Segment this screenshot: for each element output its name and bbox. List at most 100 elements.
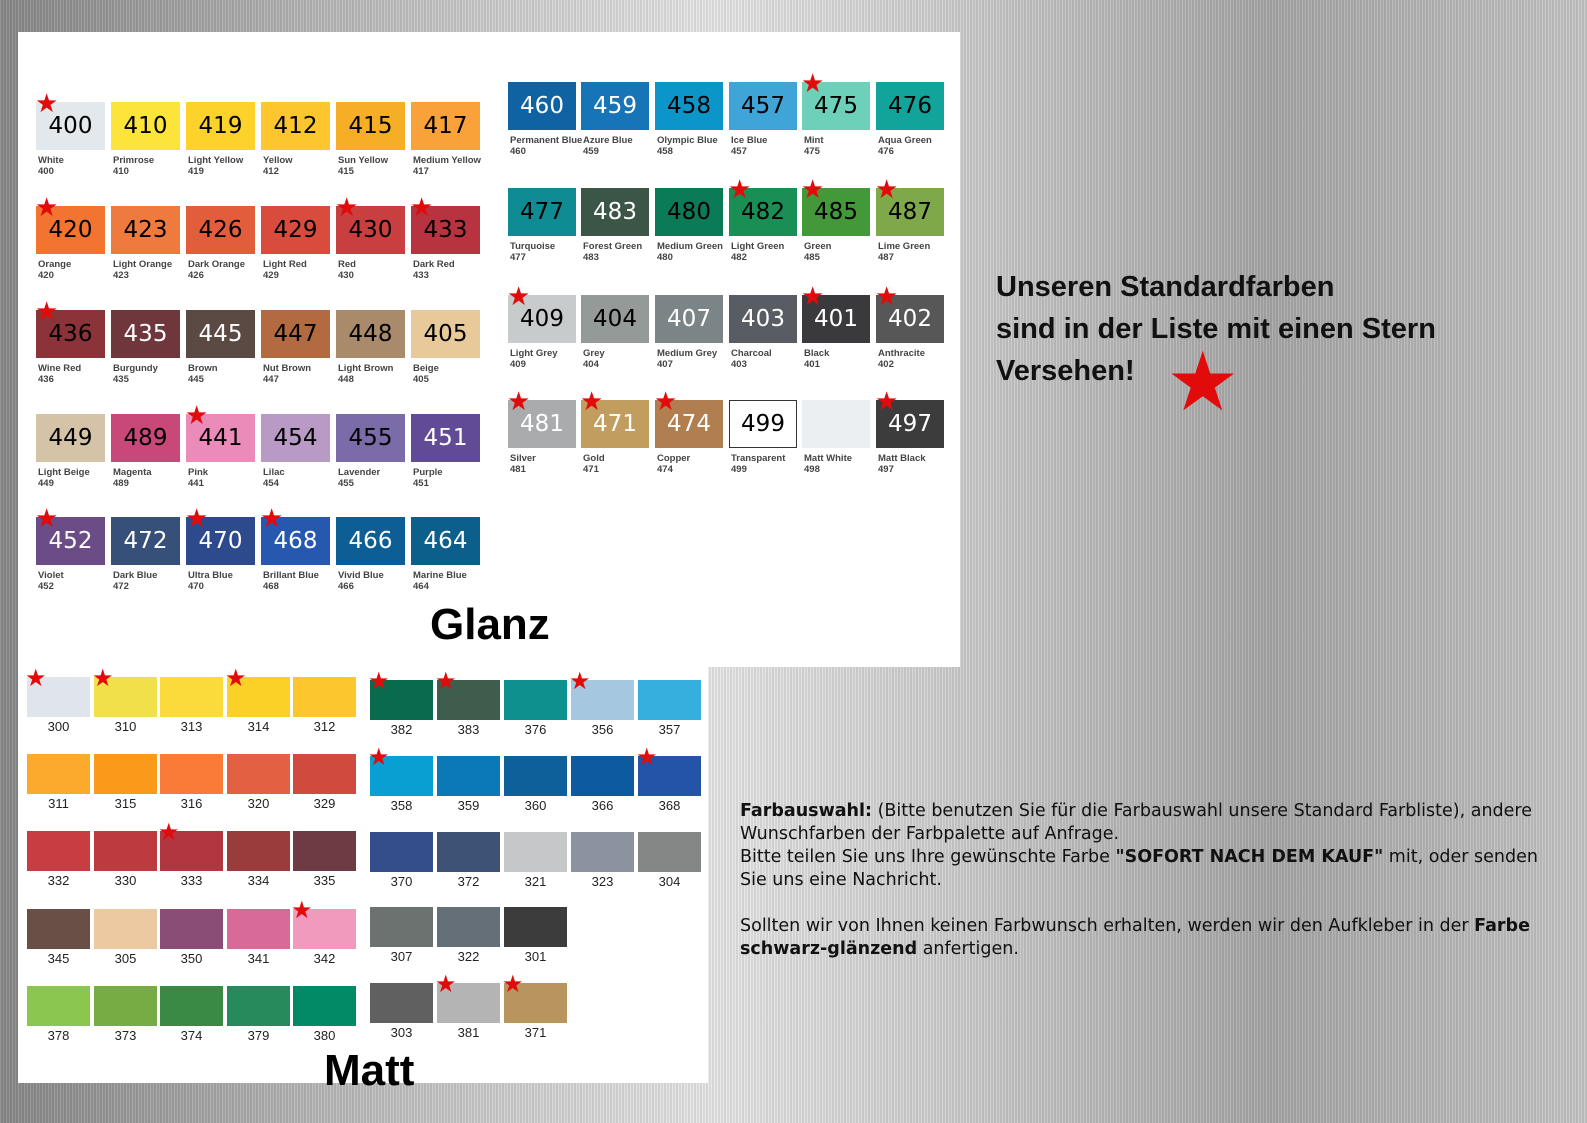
matt-swatch-332[interactable] <box>27 831 90 871</box>
color-swatch-441[interactable]: 441 <box>186 414 255 462</box>
matt-swatch-305[interactable] <box>94 909 157 949</box>
color-swatch-403[interactable]: 403 <box>729 295 797 343</box>
color-swatch-420[interactable]: 420 <box>36 206 105 254</box>
matt-swatch-374[interactable] <box>160 986 223 1026</box>
color-swatch-498[interactable] <box>802 400 870 448</box>
matt-swatch-382[interactable] <box>370 680 433 720</box>
color-swatch-412[interactable]: 412 <box>261 102 330 150</box>
matt-swatch-356[interactable] <box>571 680 634 720</box>
matt-swatch-376[interactable] <box>504 680 567 720</box>
color-swatch-475[interactable]: 475 <box>802 82 870 130</box>
color-swatch-430[interactable]: 430 <box>336 206 405 254</box>
color-swatch-409[interactable]: 409 <box>508 295 576 343</box>
matt-swatch-320[interactable] <box>227 754 290 794</box>
matt-swatch-316[interactable] <box>160 754 223 794</box>
matt-swatch-372[interactable] <box>437 832 500 872</box>
matt-swatch-304[interactable] <box>638 832 701 872</box>
matt-swatch-341[interactable] <box>227 909 290 949</box>
color-swatch-419[interactable]: 419 <box>186 102 255 150</box>
matt-swatch-301[interactable] <box>504 907 567 947</box>
matt-swatch-307[interactable] <box>370 907 433 947</box>
matt-swatch-381[interactable] <box>437 983 500 1023</box>
color-swatch-482[interactable]: 482 <box>729 188 797 236</box>
color-swatch-454[interactable]: 454 <box>261 414 330 462</box>
color-swatch-485[interactable]: 485 <box>802 188 870 236</box>
matt-swatch-342[interactable] <box>293 909 356 949</box>
matt-swatch-334[interactable] <box>227 831 290 871</box>
matt-swatch-333[interactable] <box>160 831 223 871</box>
matt-swatch-329[interactable] <box>293 754 356 794</box>
matt-swatch-315[interactable] <box>94 754 157 794</box>
color-swatch-423[interactable]: 423 <box>111 206 180 254</box>
color-swatch-477[interactable]: 477 <box>508 188 576 236</box>
color-swatch-499[interactable]: 499 <box>729 400 797 448</box>
matt-swatch-373[interactable] <box>94 986 157 1026</box>
matt-swatch-314[interactable] <box>227 677 290 717</box>
color-swatch-497[interactable]: 497 <box>876 400 944 448</box>
matt-swatch-368[interactable] <box>638 756 701 796</box>
matt-swatch-321[interactable] <box>504 832 567 872</box>
color-swatch-404[interactable]: 404 <box>581 295 649 343</box>
matt-swatch-383[interactable] <box>437 680 500 720</box>
color-swatch-417[interactable]: 417 <box>411 102 480 150</box>
matt-swatch-357[interactable] <box>638 680 701 720</box>
color-swatch-448[interactable]: 448 <box>336 310 405 358</box>
matt-swatch-335[interactable] <box>293 831 356 871</box>
matt-swatch-358[interactable] <box>370 756 433 796</box>
color-swatch-474[interactable]: 474 <box>655 400 723 448</box>
color-swatch-447[interactable]: 447 <box>261 310 330 358</box>
matt-swatch-360[interactable] <box>504 756 567 796</box>
color-swatch-459[interactable]: 459 <box>581 82 649 130</box>
matt-swatch-379[interactable] <box>227 986 290 1026</box>
color-swatch-489[interactable]: 489 <box>111 414 180 462</box>
color-swatch-481[interactable]: 481 <box>508 400 576 448</box>
color-swatch-455[interactable]: 455 <box>336 414 405 462</box>
matt-swatch-350[interactable] <box>160 909 223 949</box>
matt-swatch-380[interactable] <box>293 986 356 1026</box>
color-swatch-433[interactable]: 433 <box>411 206 480 254</box>
color-swatch-405[interactable]: 405 <box>411 310 480 358</box>
matt-swatch-323[interactable] <box>571 832 634 872</box>
color-swatch-471[interactable]: 471 <box>581 400 649 448</box>
color-swatch-435[interactable]: 435 <box>111 310 180 358</box>
color-swatch-483[interactable]: 483 <box>581 188 649 236</box>
color-swatch-436[interactable]: 436 <box>36 310 105 358</box>
color-swatch-480[interactable]: 480 <box>655 188 723 236</box>
matt-swatch-313[interactable] <box>160 677 223 717</box>
color-swatch-429[interactable]: 429 <box>261 206 330 254</box>
color-swatch-415[interactable]: 415 <box>336 102 405 150</box>
matt-swatch-330[interactable] <box>94 831 157 871</box>
matt-swatch-378[interactable] <box>27 986 90 1026</box>
color-swatch-476[interactable]: 476 <box>876 82 944 130</box>
color-swatch-487[interactable]: 487 <box>876 188 944 236</box>
matt-swatch-312[interactable] <box>293 677 356 717</box>
color-swatch-401[interactable]: 401 <box>802 295 870 343</box>
matt-swatch-371[interactable] <box>504 983 567 1023</box>
matt-swatch-311[interactable] <box>27 754 90 794</box>
color-swatch-400[interactable]: 400 <box>36 102 105 150</box>
matt-swatch-370[interactable] <box>370 832 433 872</box>
matt-swatch-345[interactable] <box>27 909 90 949</box>
matt-swatch-322[interactable] <box>437 907 500 947</box>
color-swatch-451[interactable]: 451 <box>411 414 480 462</box>
color-swatch-457[interactable]: 457 <box>729 82 797 130</box>
matt-swatch-303[interactable] <box>370 983 433 1023</box>
color-swatch-472[interactable]: 472 <box>111 517 180 565</box>
color-swatch-449[interactable]: 449 <box>36 414 105 462</box>
color-swatch-464[interactable]: 464 <box>411 517 480 565</box>
color-swatch-402[interactable]: 402 <box>876 295 944 343</box>
color-swatch-458[interactable]: 458 <box>655 82 723 130</box>
color-swatch-470[interactable]: 470 <box>186 517 255 565</box>
color-swatch-426[interactable]: 426 <box>186 206 255 254</box>
color-swatch-410[interactable]: 410 <box>111 102 180 150</box>
color-swatch-407[interactable]: 407 <box>655 295 723 343</box>
color-swatch-466[interactable]: 466 <box>336 517 405 565</box>
matt-swatch-366[interactable] <box>571 756 634 796</box>
color-swatch-452[interactable]: 452 <box>36 517 105 565</box>
matt-swatch-359[interactable] <box>437 756 500 796</box>
color-swatch-468[interactable]: 468 <box>261 517 330 565</box>
color-swatch-445[interactable]: 445 <box>186 310 255 358</box>
matt-swatch-310[interactable] <box>94 677 157 717</box>
color-swatch-460[interactable]: 460 <box>508 82 576 130</box>
matt-swatch-300[interactable] <box>27 677 90 717</box>
